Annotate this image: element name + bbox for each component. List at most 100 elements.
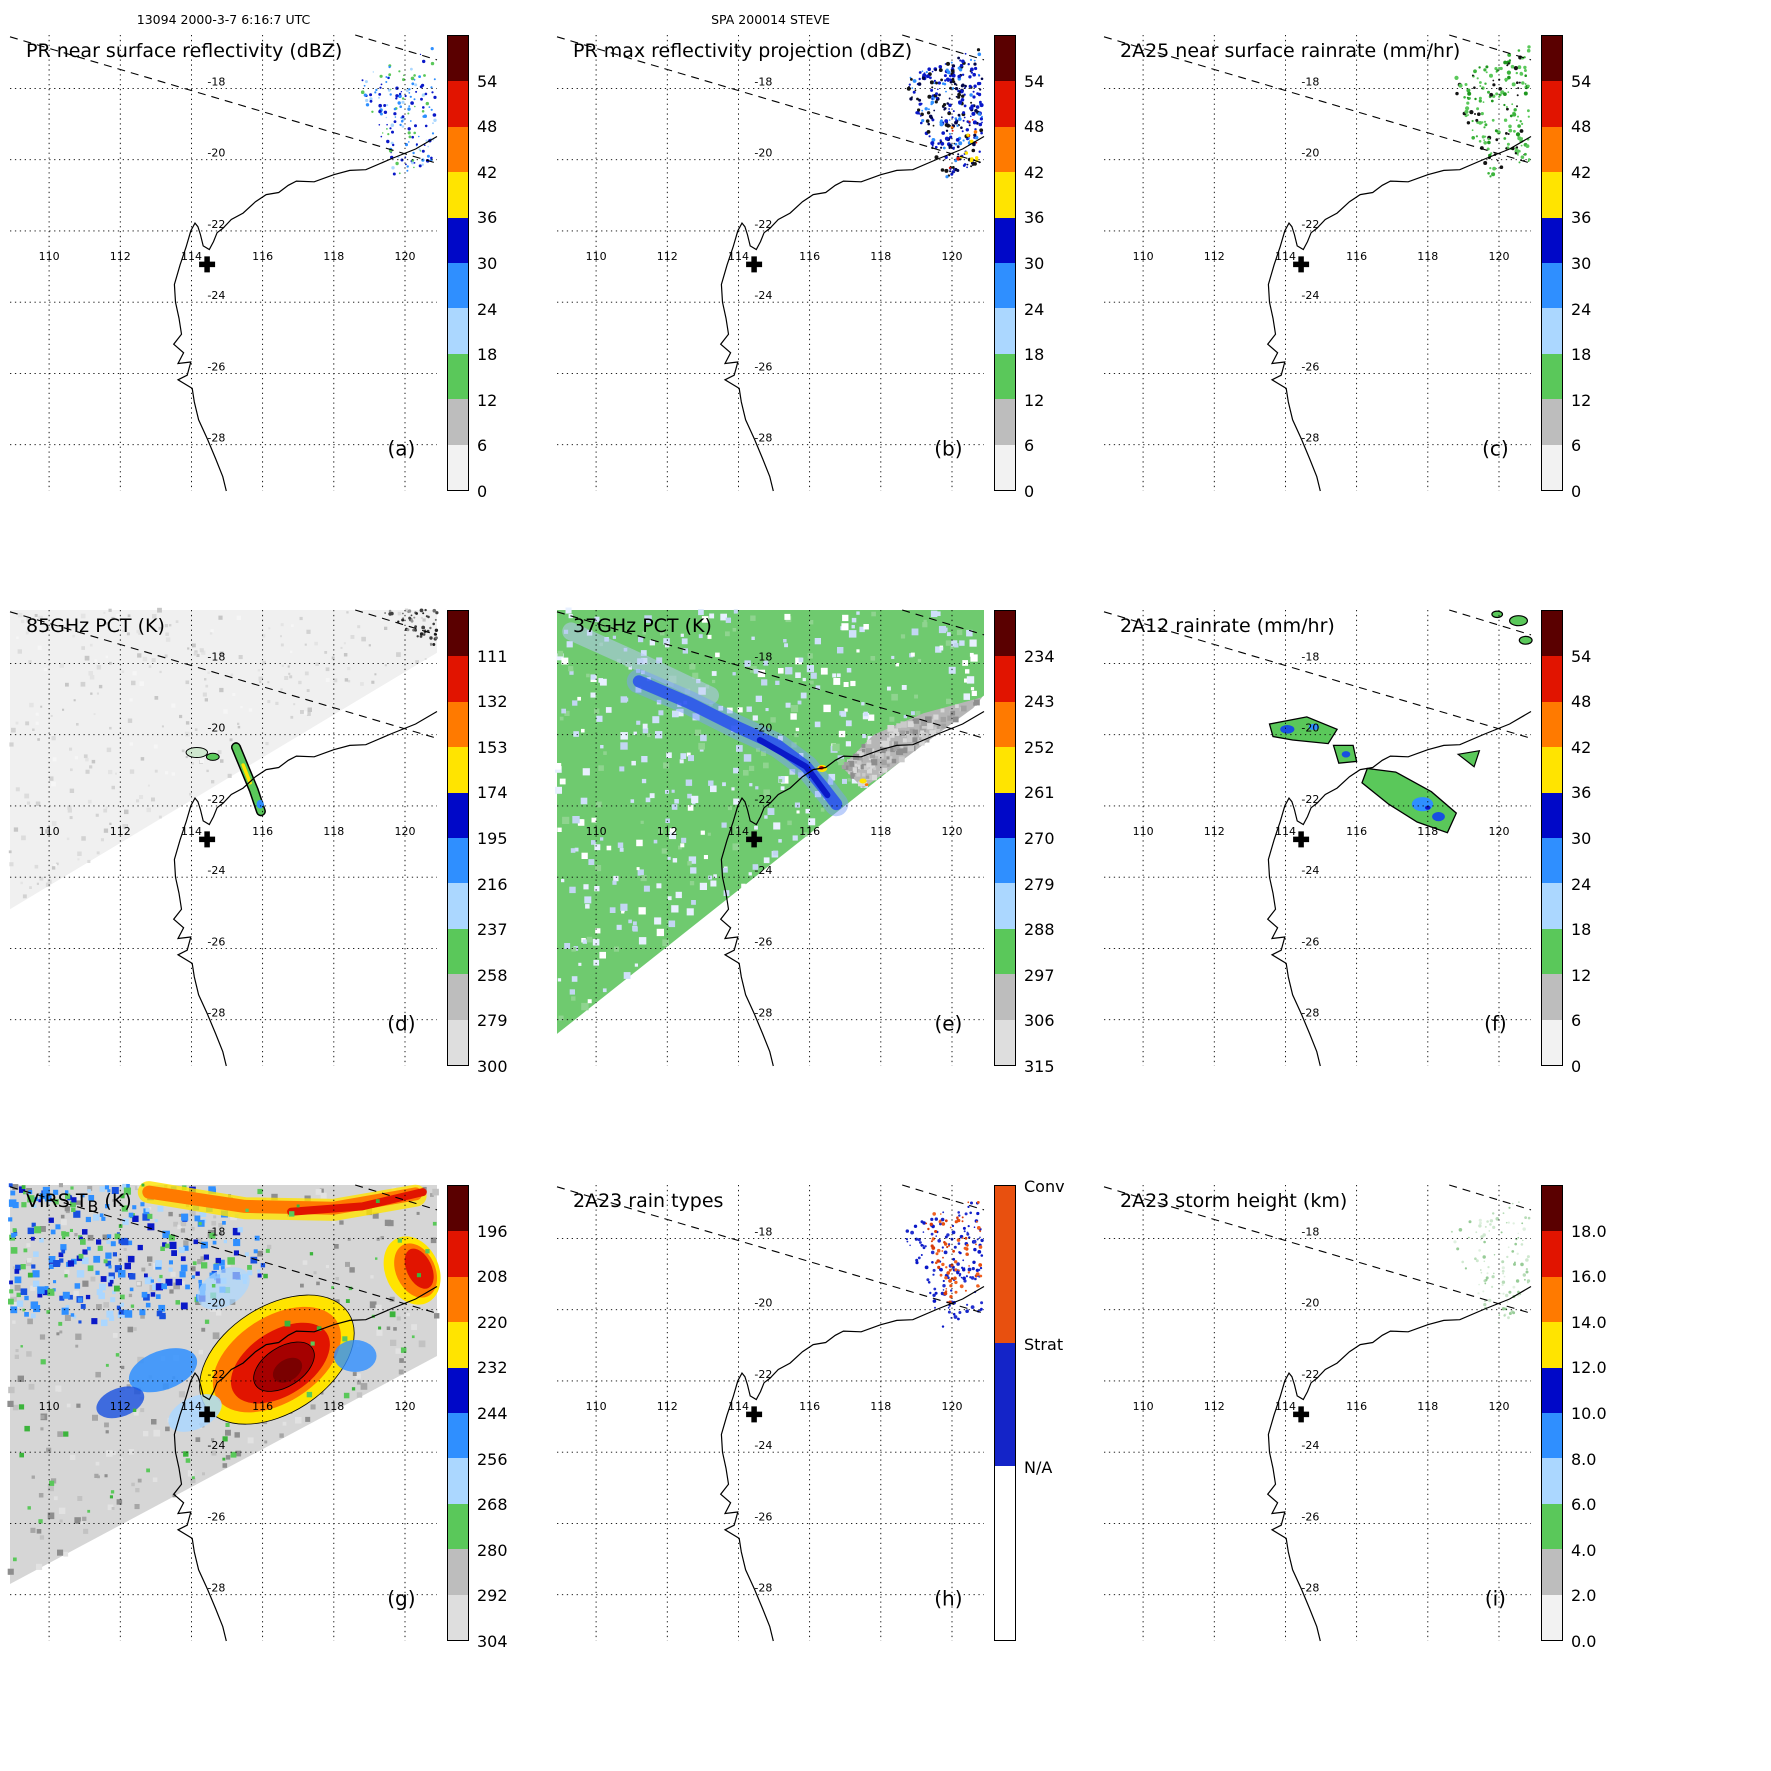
coastline xyxy=(172,1285,438,1642)
lat-label: -28 xyxy=(754,1007,772,1020)
lat-label: -28 xyxy=(1301,432,1319,445)
colorbar-tick-label: 258 xyxy=(477,966,508,985)
lon-label: 114 xyxy=(1275,1400,1296,1413)
lat-label: -24 xyxy=(754,1439,772,1452)
colorbar-tick-label: 6 xyxy=(477,436,488,455)
colorbar-tick-label: 36 xyxy=(477,208,498,227)
lat-label: -18 xyxy=(1301,650,1319,663)
lon-label: 120 xyxy=(395,825,416,838)
swath-edge-lines xyxy=(1103,609,1532,739)
gridlines xyxy=(557,1185,984,1641)
lat-label: -22 xyxy=(754,793,772,806)
lat-label: -20 xyxy=(754,1297,772,1310)
colorbar-tick-label: 18.0 xyxy=(1571,1222,1607,1241)
colorbar-tick-label: 315 xyxy=(1024,1057,1055,1076)
lon-label: 112 xyxy=(1204,1400,1225,1413)
colorbar-tick-label: 196 xyxy=(477,1222,508,1241)
lon-label: 116 xyxy=(1346,1400,1367,1413)
colorbar xyxy=(447,610,469,1066)
gridlines xyxy=(10,35,437,491)
lon-label: 116 xyxy=(252,825,273,838)
panel-letter: (c) xyxy=(1482,436,1509,460)
colorbar-tick-label: 153 xyxy=(477,738,508,757)
lat-label: -18 xyxy=(1301,1225,1319,1238)
colorbar-tick-label: 36 xyxy=(1571,208,1592,227)
colorbar-tick-label: 54 xyxy=(1571,72,1592,91)
colorbar-tick-label: 6 xyxy=(1571,1011,1582,1030)
colorbar-tick-label: 36 xyxy=(1571,783,1592,802)
lat-label: -20 xyxy=(1301,1297,1319,1310)
data-overlay xyxy=(905,1201,984,1328)
panel-letter: (h) xyxy=(934,1586,962,1610)
lat-label: -24 xyxy=(1301,289,1319,302)
lon-label: 110 xyxy=(1133,250,1154,263)
colorbar-tick-label: 16.0 xyxy=(1571,1267,1607,1286)
colorbar-tick-label: 244 xyxy=(477,1404,508,1423)
colorbar-tick-label: 48 xyxy=(1571,692,1592,711)
lat-label: -18 xyxy=(754,75,772,88)
colorbar-tick-label: 12 xyxy=(477,391,498,410)
storm-center-marker xyxy=(199,1406,216,1423)
lon-label: 114 xyxy=(1275,250,1296,263)
panel-title: 2A25 near surface rainrate (mm/hr) xyxy=(1120,40,1461,62)
lon-label: 116 xyxy=(799,825,820,838)
map-svg: 110 112 114 116 118 120 -18 -20 -22 -24 -26 -28 (f) xyxy=(1103,609,1533,1067)
colorbar-tick-label: 10.0 xyxy=(1571,1404,1607,1423)
lon-label: 120 xyxy=(1489,825,1510,838)
panel-title: PR near surface reflectivity (dBZ) xyxy=(26,40,343,62)
map-svg: 110 112 114 116 118 120 -18 -20 -22 -24 -26 -28 (d) xyxy=(8,607,439,1067)
panel-letter: (a) xyxy=(387,436,415,460)
coastline xyxy=(719,135,985,492)
colorbar-tick-label: 18 xyxy=(1571,920,1592,939)
panel-letter: (g) xyxy=(387,1586,415,1610)
colorbar xyxy=(1541,1185,1563,1641)
colorbar-tick-label: 270 xyxy=(1024,829,1055,848)
lat-label: -20 xyxy=(1301,722,1319,735)
lon-label: 120 xyxy=(942,1400,963,1413)
colorbar-tick-label: 304 xyxy=(477,1632,508,1651)
lon-label: 114 xyxy=(181,250,202,263)
lat-label: -18 xyxy=(1301,75,1319,88)
panel-title: PR max reflectivity projection (dBZ) xyxy=(573,40,913,62)
lat-label: -18 xyxy=(207,75,225,88)
lat-label: -26 xyxy=(207,1510,225,1523)
colorbar-tick-label: 306 xyxy=(1024,1011,1055,1030)
colorbar-tick-label: 297 xyxy=(1024,966,1055,985)
lon-label: 114 xyxy=(181,1400,202,1413)
map-svg: 110 112 114 116 118 120 -18 -20 -22 -24 -26 -28 (e) xyxy=(554,607,985,1067)
panel-e: 110 112 114 116 118 120 -18 -20 -22 -24 -26 -28 (e) 3… xyxy=(547,575,1092,1150)
map-svg: 110 112 114 116 118 120 -18 -20 -22 -24 -26 -28 (g) xyxy=(7,1181,441,1642)
lon-label: 112 xyxy=(110,825,131,838)
lon-label: 110 xyxy=(586,1400,607,1413)
lat-label: -28 xyxy=(1301,1007,1319,1020)
lon-label: 114 xyxy=(728,1400,749,1413)
panel-title: 2A23 rain types xyxy=(573,1190,724,1212)
data-overlay xyxy=(1454,45,1531,178)
lat-label: -26 xyxy=(207,360,225,373)
colorbar-tick-label: 30 xyxy=(1024,254,1045,273)
colorbar-tick-label: 6 xyxy=(1571,436,1582,455)
lat-label: -22 xyxy=(207,1368,225,1381)
panel-letter: (e) xyxy=(934,1011,962,1035)
lat-label: -20 xyxy=(754,147,772,160)
lat-label: -26 xyxy=(1301,1510,1319,1523)
colorbar-tick-label: 54 xyxy=(477,72,498,91)
swath-edge-lines xyxy=(1103,1184,1532,1314)
lon-label: 118 xyxy=(323,250,344,263)
colorbar-tick-label: 48 xyxy=(1024,117,1045,136)
swath-edge-lines xyxy=(1103,34,1532,164)
colorbar-tick-label: 174 xyxy=(477,783,508,802)
colorbar-tick-label: 261 xyxy=(1024,783,1055,802)
panel-c: 110 112 114 116 118 120 -18 -20 -22 -24 -26 -28 (c) 2… xyxy=(1094,0,1639,575)
panel-letter: (d) xyxy=(387,1011,415,1035)
coastline xyxy=(1266,135,1532,492)
colorbar-tick-label: 216 xyxy=(477,875,508,894)
lon-label: 118 xyxy=(1417,1400,1438,1413)
lon-label: 116 xyxy=(252,250,273,263)
lat-label: -22 xyxy=(207,218,225,231)
colorbar-tick-label: 256 xyxy=(477,1450,508,1469)
colorbar-tick-label: 24 xyxy=(477,300,498,319)
panel-letter: (b) xyxy=(934,436,962,460)
colorbar-tick-label: 268 xyxy=(477,1495,508,1514)
panel-title: VIRS TB (K) xyxy=(26,1190,132,1216)
